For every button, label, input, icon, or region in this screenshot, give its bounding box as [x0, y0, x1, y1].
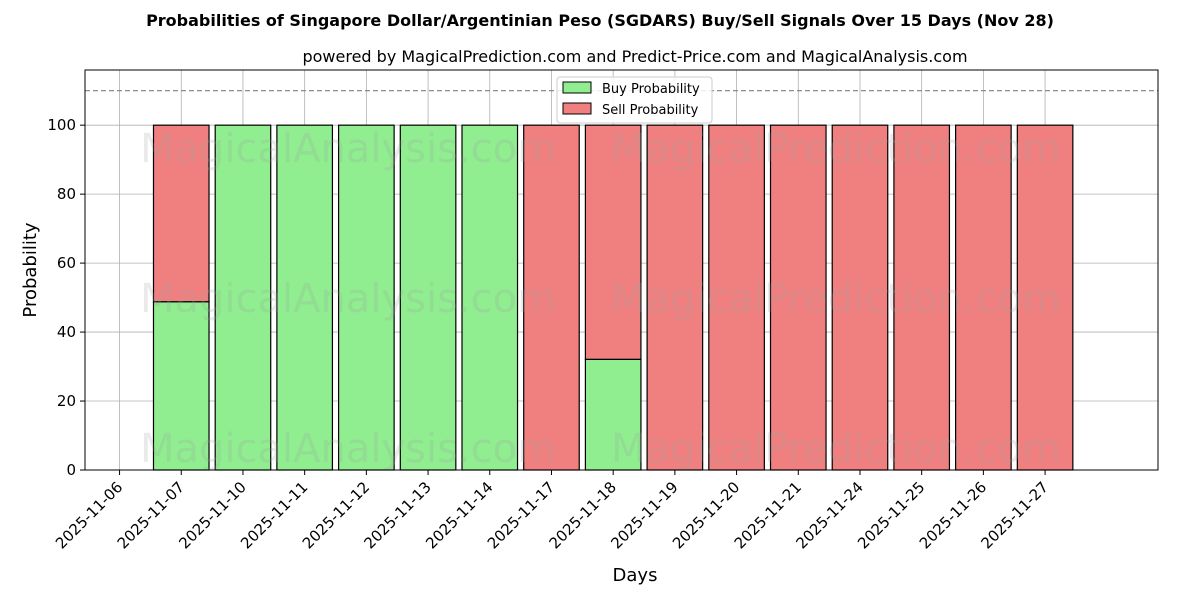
- watermarks: MagicalAnalysis.com MagicalPrediction.com…: [140, 126, 1061, 472]
- chart-title: Probabilities of Singapore Dollar/Argent…: [146, 11, 1054, 30]
- buy-bar-2025-11-14: [461, 124, 519, 471]
- y-tick-label: 40: [57, 323, 76, 341]
- buy-bar-2025-11-11: [276, 124, 334, 471]
- buy-bar-2025-11-13: [399, 124, 457, 471]
- sell-bar-2025-11-26: [955, 124, 1012, 471]
- legend-swatch-sell: [562, 102, 592, 115]
- y-tick-label: 0: [66, 461, 76, 479]
- watermark-text: MagicalAnalysis.com: [140, 426, 556, 472]
- watermark-text: MagicalAnalysis.com: [140, 126, 556, 172]
- y-tick-label: 20: [57, 392, 76, 410]
- sell-bar-2025-11-07: [152, 124, 210, 303]
- watermark-text: MagicalPrediction.com: [611, 276, 1061, 322]
- chart-subtitle: powered by MagicalPrediction.com and Pre…: [302, 47, 967, 66]
- bars: [152, 124, 1074, 471]
- sell-bar-2025-11-25: [893, 124, 951, 471]
- legend-swatch-buy: [562, 81, 592, 94]
- legend-box: [556, 76, 713, 124]
- plot-frame: [84, 69, 1159, 471]
- watermark-text: MagicalAnalysis.com: [140, 276, 556, 322]
- sell-bar-2025-11-21: [769, 124, 827, 471]
- sell-bar-2025-11-19: [646, 124, 704, 471]
- y-tick-label: 60: [57, 254, 76, 272]
- y-tick-label: 80: [57, 185, 76, 203]
- legend-label-buy: Buy Probability: [602, 82, 700, 97]
- legend-label-sell: Sell Probability: [602, 103, 699, 118]
- sell-bar-2025-11-20: [708, 124, 765, 471]
- sell-bar-2025-11-17: [523, 124, 580, 471]
- sell-bar-2025-11-24: [831, 124, 889, 471]
- x-axis-label: Days: [613, 565, 658, 586]
- watermark-text: MagicalPrediction.com: [611, 426, 1061, 472]
- buy-bar-2025-11-10: [214, 124, 272, 471]
- sell-bar-2025-11-18: [584, 124, 642, 360]
- watermark-text: MagicalPrediction.com: [611, 126, 1061, 172]
- buy-bar-2025-11-12: [337, 124, 395, 471]
- y-tick-label: 100: [47, 116, 76, 134]
- buy-bar-2025-11-18: [584, 358, 642, 471]
- x-tick-label: 2025-11-27: [978, 478, 1052, 552]
- legend: Buy Probability Sell Probability: [556, 76, 713, 124]
- y-axis-label: Probability: [20, 222, 41, 317]
- sell-bar-2025-11-27: [1016, 124, 1074, 471]
